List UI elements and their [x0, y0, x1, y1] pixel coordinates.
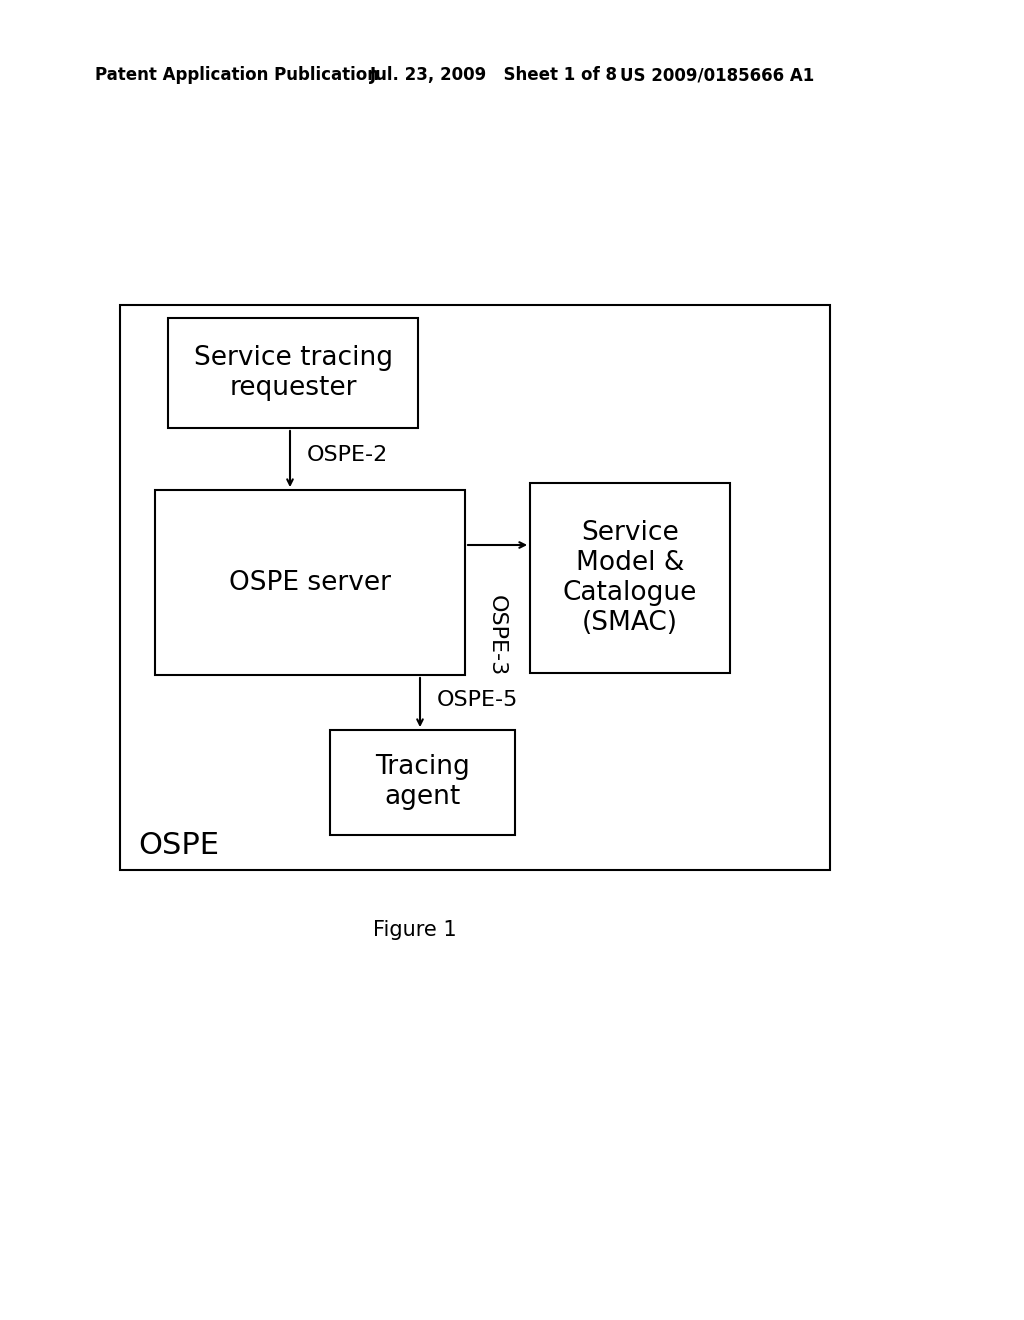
Text: OSPE-3: OSPE-3 [487, 595, 507, 676]
Bar [120, 305, 830, 870]
Text: OSPE server: OSPE server [229, 569, 391, 595]
Text: US 2009/0185666 A1: US 2009/0185666 A1 [620, 66, 814, 84]
Text: OSPE-5: OSPE-5 [437, 690, 518, 710]
Text: Patent Application Publication: Patent Application Publication [95, 66, 379, 84]
Text: Jul. 23, 2009   Sheet 1 of 8: Jul. 23, 2009 Sheet 1 of 8 [370, 66, 618, 84]
Bar [330, 730, 515, 836]
Text: Service tracing
requester: Service tracing requester [194, 345, 392, 401]
Text: OSPE-2: OSPE-2 [307, 445, 388, 465]
Text: Figure 1: Figure 1 [373, 920, 457, 940]
Text: OSPE: OSPE [138, 830, 219, 859]
Text: Service
Model &
Catalogue
(SMAC): Service Model & Catalogue (SMAC) [563, 520, 697, 636]
Bar [530, 483, 730, 673]
Bar [168, 318, 418, 428]
Bar [155, 490, 465, 675]
Text: Tracing
agent: Tracing agent [375, 755, 470, 810]
